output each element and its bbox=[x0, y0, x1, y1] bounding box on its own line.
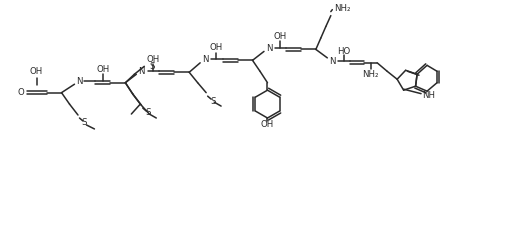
Text: NH₂: NH₂ bbox=[362, 70, 379, 79]
Text: N: N bbox=[202, 55, 208, 64]
Text: N: N bbox=[76, 77, 83, 86]
Text: N: N bbox=[329, 57, 336, 66]
Text: HO: HO bbox=[337, 47, 350, 56]
Text: OH: OH bbox=[30, 67, 43, 76]
Text: S: S bbox=[145, 108, 151, 117]
Text: N: N bbox=[266, 44, 272, 53]
Text: O: O bbox=[17, 88, 24, 97]
Text: OH: OH bbox=[210, 43, 223, 52]
Text: S: S bbox=[82, 118, 87, 127]
Text: OH: OH bbox=[146, 55, 160, 64]
Text: OH: OH bbox=[96, 65, 109, 74]
Text: S: S bbox=[149, 62, 155, 71]
Text: NH₂: NH₂ bbox=[334, 4, 350, 13]
Text: N: N bbox=[138, 67, 144, 76]
Text: NH: NH bbox=[422, 91, 435, 100]
Text: OH: OH bbox=[274, 32, 287, 41]
Text: S: S bbox=[210, 97, 215, 106]
Text: OH: OH bbox=[261, 120, 274, 129]
